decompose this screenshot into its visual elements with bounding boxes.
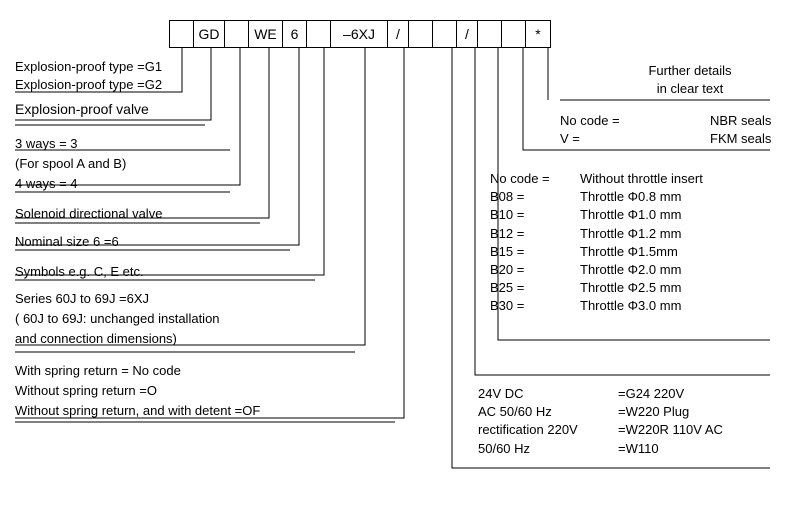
explosion-type-1: Explosion-proof type =G1 <box>15 58 162 76</box>
throttle-row: B15 =Throttle Φ1.5mm <box>490 243 703 261</box>
further-2: in clear text <box>610 80 770 98</box>
code-box-6: –6XJ <box>330 20 388 48</box>
voltage-row: 24V DC=G24 220V <box>478 385 723 403</box>
throttle-row: B30 =Throttle Φ3.0 mm <box>490 297 703 315</box>
spring-3: Without spring return, and with detent =… <box>15 402 260 420</box>
seals-block: No code =NBR seals V =FKM seals <box>560 112 771 148</box>
code-box-12 <box>501 20 526 48</box>
explosion-type-block: Explosion-proof type =G1 Explosion-proof… <box>15 58 162 93</box>
nominal-size: Nominal size 6 =6 <box>15 233 119 251</box>
seal-row: V =FKM seals <box>560 130 771 148</box>
voltage-block: 24V DC=G24 220V AC 50/60 Hz=W220 Plug re… <box>478 385 723 458</box>
code-box-10: / <box>456 20 478 48</box>
spring-2: Without spring return =O <box>15 382 157 400</box>
code-box-11 <box>477 20 502 48</box>
explosion-valve-label: Explosion-proof valve <box>15 100 149 119</box>
series-c: and connection dimensions) <box>15 330 177 348</box>
code-box-5 <box>306 20 331 48</box>
symbols-label: Symbols e.g. C, E etc. <box>15 263 144 281</box>
further-details-block: Further details in clear text <box>610 62 770 98</box>
code-box-0 <box>169 20 194 48</box>
spring-1: With spring return = No code <box>15 362 181 380</box>
series-b: ( 60J to 69J: unchanged installation <box>15 310 220 328</box>
code-box-2 <box>224 20 249 48</box>
throttle-row: B08 =Throttle Φ0.8 mm <box>490 188 703 206</box>
explosion-type-2: Explosion-proof type =G2 <box>15 76 162 94</box>
code-box-1: GD <box>193 20 225 48</box>
spool-note: (For spool A and B) <box>15 155 126 173</box>
ways-3: 3 ways = 3 <box>15 135 78 153</box>
throttle-row: No code =Without throttle insert <box>490 170 703 188</box>
seal-row: No code =NBR seals <box>560 112 771 130</box>
voltage-row: 50/60 Hz=W110 <box>478 440 723 458</box>
throttle-block: No code =Without throttle insert B08 =Th… <box>490 170 703 316</box>
solenoid-label: Solenoid directional valve <box>15 205 162 223</box>
code-box-4: 6 <box>282 20 307 48</box>
further-1: Further details <box>610 62 770 80</box>
code-box-7: / <box>387 20 409 48</box>
code-box-8 <box>408 20 433 48</box>
ordering-code-row: GD WE 6 –6XJ / / * <box>170 20 551 48</box>
voltage-row: AC 50/60 Hz=W220 Plug <box>478 403 723 421</box>
code-box-3: WE <box>248 20 283 48</box>
throttle-row: B10 =Throttle Φ1.0 mm <box>490 206 703 224</box>
throttle-row: B20 =Throttle Φ2.0 mm <box>490 261 703 279</box>
series-a: Series 60J to 69J =6XJ <box>15 290 149 308</box>
ways-4: 4 ways = 4 <box>15 175 78 193</box>
throttle-row: B25 =Throttle Φ2.5 mm <box>490 279 703 297</box>
code-box-9 <box>432 20 457 48</box>
code-box-13: * <box>525 20 551 48</box>
voltage-row: rectification 220V=W220R 110V AC <box>478 421 723 439</box>
throttle-row: B12 =Throttle Φ1.2 mm <box>490 225 703 243</box>
